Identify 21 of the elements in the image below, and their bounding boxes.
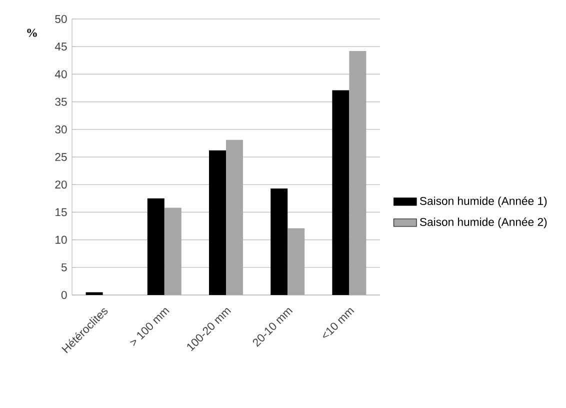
y-tick-label: 45 (54, 42, 67, 51)
x-tick-label: > 100 mm (130, 308, 170, 346)
y-tick-label: 30 (55, 125, 67, 134)
legend-label: Saison humide (Année 2) (420, 218, 547, 228)
bar (209, 150, 226, 295)
y-tick-label: 25 (55, 153, 67, 162)
bar (270, 188, 288, 295)
y-tick-label: 0 (61, 290, 67, 300)
bar (332, 90, 350, 295)
y-tick-label: 15 (56, 208, 67, 216)
bar (86, 292, 103, 295)
y-tick-label: 35 (55, 98, 67, 106)
x-tick-label: <10 mm (322, 308, 354, 338)
y-tick-label: 10 (56, 236, 67, 244)
legend-label: Saison humide (Année 1) (420, 196, 547, 208)
y-tick-label: 40 (54, 70, 67, 78)
bar (147, 198, 164, 295)
y-tick-label: 20 (55, 180, 67, 189)
y-tick-label: 50 (55, 15, 67, 24)
y-axis-title: % (27, 28, 37, 37)
y-tick-label: 5 (61, 263, 67, 272)
